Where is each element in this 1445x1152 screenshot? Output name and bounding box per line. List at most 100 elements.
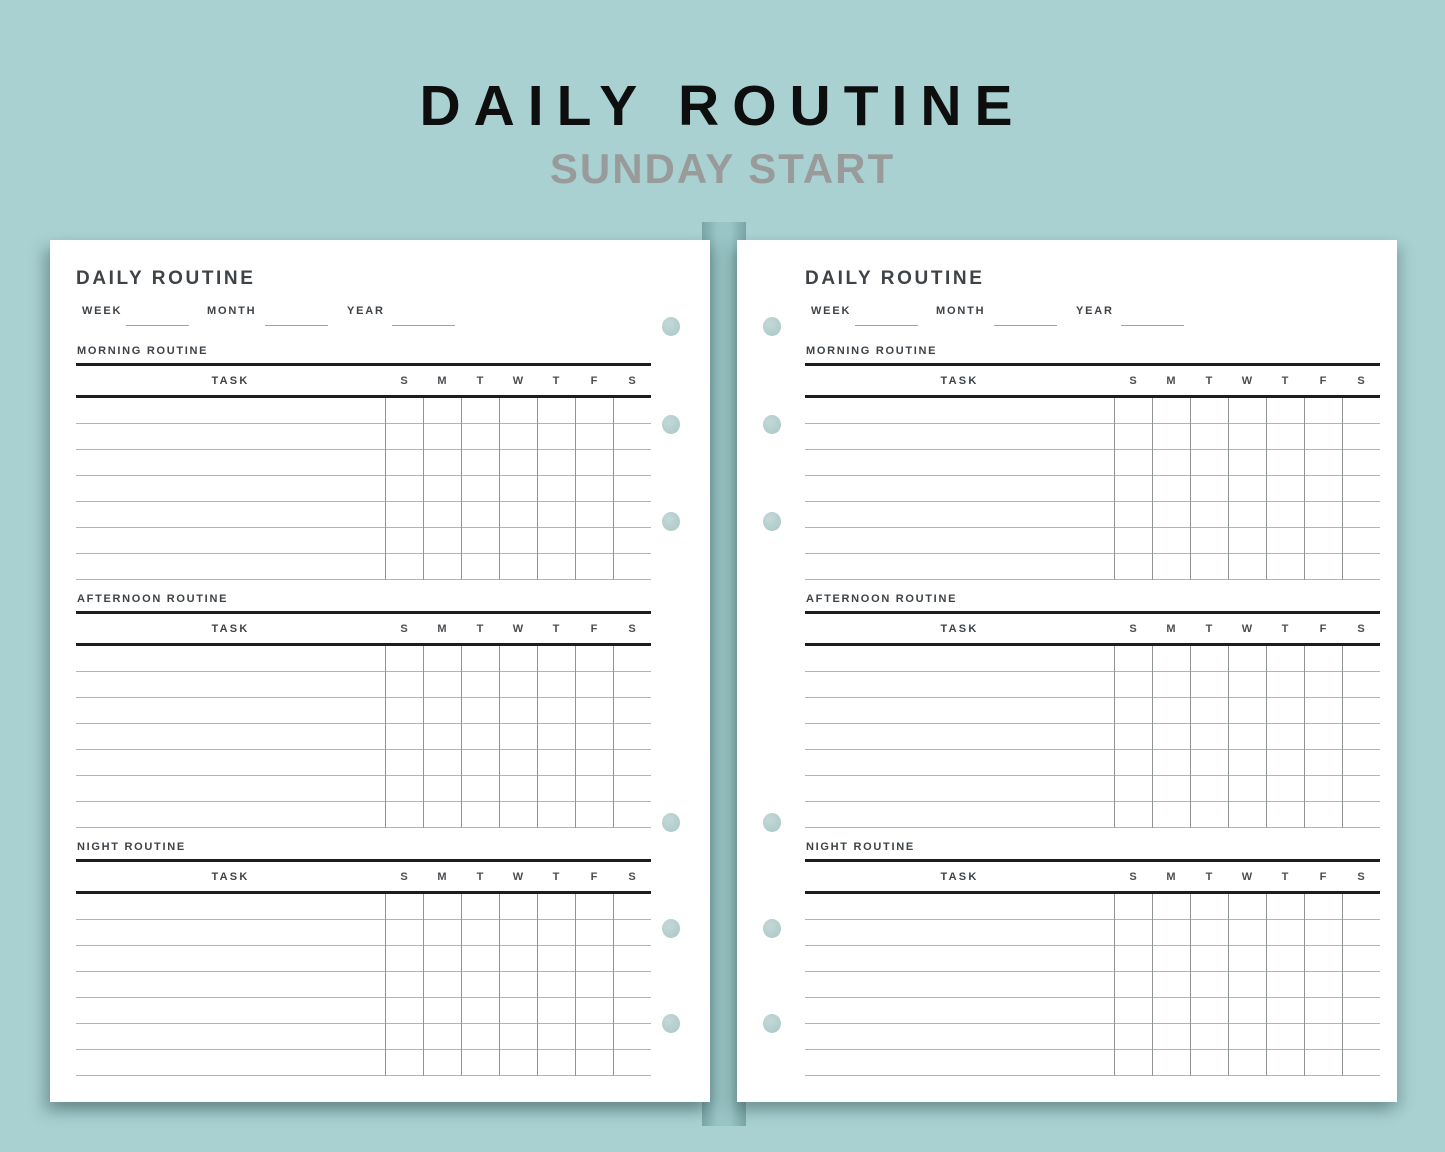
- day-column-line: [1304, 894, 1305, 1076]
- day-header: S: [1129, 374, 1137, 387]
- task-row: [76, 528, 651, 554]
- day-column-line: [1190, 398, 1191, 580]
- section-morning-routine: MORNING ROUTINE TASK S M T W T F S: [76, 345, 651, 580]
- day-header: F: [1319, 870, 1327, 883]
- task-row: [805, 672, 1380, 698]
- day-header: T: [1281, 374, 1289, 387]
- banner-title: DAILY ROUTINE: [419, 74, 1026, 138]
- planner-page-left: DAILY ROUTINE WEEK MONTH YEAR MORNING RO…: [50, 240, 710, 1102]
- day-header: W: [1241, 870, 1253, 883]
- day-column-line: [1114, 894, 1115, 1076]
- section-night-routine: NIGHT ROUTINE TASK S M T W T F S: [76, 841, 651, 1076]
- task-row: [76, 802, 651, 828]
- task-row: [76, 476, 651, 502]
- day-column-line: [1266, 646, 1267, 828]
- section-label: AFTERNOON ROUTINE: [77, 593, 229, 605]
- day-column-line: [385, 646, 386, 828]
- task-row: [76, 554, 651, 580]
- binder-hole: [662, 415, 680, 434]
- day-header: T: [476, 870, 484, 883]
- day-column-line: [575, 646, 576, 828]
- day-column-line: [1114, 646, 1115, 828]
- task-row: [805, 1050, 1380, 1076]
- year-label: YEAR: [1076, 305, 1114, 317]
- day-column-line: [423, 398, 424, 580]
- day-header: S: [1357, 374, 1365, 387]
- day-column-line: [575, 398, 576, 580]
- week-label: WEEK: [82, 305, 123, 317]
- task-column-header: TASK: [940, 870, 979, 883]
- day-header: F: [590, 374, 598, 387]
- day-header: T: [1281, 622, 1289, 635]
- day-header: S: [1129, 622, 1137, 635]
- banner-subtitle: SUNDAY START: [549, 145, 896, 192]
- day-header: T: [476, 374, 484, 387]
- day-column-line: [613, 398, 614, 580]
- task-row: [76, 698, 651, 724]
- day-column-line: [1228, 646, 1229, 828]
- task-row: [805, 946, 1380, 972]
- task-row: [76, 450, 651, 476]
- day-header: T: [552, 870, 560, 883]
- task-row: [805, 476, 1380, 502]
- task-row: [76, 398, 651, 424]
- month-write-in-line: [994, 325, 1057, 326]
- task-row: [76, 972, 651, 998]
- day-header: F: [590, 622, 598, 635]
- task-row: [805, 502, 1380, 528]
- day-column-line: [461, 398, 462, 580]
- binder-hole: [763, 317, 781, 336]
- table-body: [805, 894, 1380, 1076]
- task-row: [805, 698, 1380, 724]
- table-header: TASK S M T W T F S: [805, 363, 1380, 398]
- day-column-line: [461, 646, 462, 828]
- day-column-line: [613, 894, 614, 1076]
- day-column-line: [385, 398, 386, 580]
- day-header: M: [1166, 870, 1176, 883]
- task-column-header: TASK: [940, 374, 979, 387]
- table-body: [76, 894, 651, 1076]
- day-column-line: [613, 646, 614, 828]
- table-header: TASK S M T W T F S: [76, 859, 651, 894]
- task-row: [805, 972, 1380, 998]
- planner-page-right: DAILY ROUTINE WEEK MONTH YEAR MORNING RO…: [737, 240, 1397, 1102]
- table-body: [805, 398, 1380, 580]
- binder-hole: [763, 512, 781, 531]
- day-column-line: [499, 398, 500, 580]
- day-header: T: [552, 374, 560, 387]
- task-row: [805, 528, 1380, 554]
- day-column-line: [499, 894, 500, 1076]
- day-column-line: [1342, 646, 1343, 828]
- day-column-line: [1342, 894, 1343, 1076]
- task-row: [76, 998, 651, 1024]
- table-header: TASK S M T W T F S: [76, 363, 651, 398]
- task-row: [76, 920, 651, 946]
- day-column-line: [1152, 398, 1153, 580]
- page-content: DAILY ROUTINE WEEK MONTH YEAR MORNING RO…: [805, 268, 1380, 1076]
- day-column-line: [461, 894, 462, 1076]
- task-row: [76, 1050, 651, 1076]
- day-header: M: [437, 374, 447, 387]
- day-header: M: [437, 622, 447, 635]
- date-fields: WEEK MONTH YEAR: [805, 302, 1380, 332]
- day-header: T: [476, 622, 484, 635]
- day-header: S: [628, 870, 636, 883]
- day-column-line: [537, 894, 538, 1076]
- day-column-line: [1228, 894, 1229, 1076]
- binder-hole: [662, 813, 680, 832]
- day-header: F: [590, 870, 598, 883]
- day-column-line: [1342, 398, 1343, 580]
- task-row: [805, 450, 1380, 476]
- task-row: [805, 646, 1380, 672]
- day-header: T: [552, 622, 560, 635]
- section-label: MORNING ROUTINE: [806, 345, 938, 357]
- task-row: [76, 776, 651, 802]
- task-row: [76, 502, 651, 528]
- day-column-line: [423, 894, 424, 1076]
- task-row: [76, 646, 651, 672]
- day-header: T: [1281, 870, 1289, 883]
- binder-hole: [662, 919, 680, 938]
